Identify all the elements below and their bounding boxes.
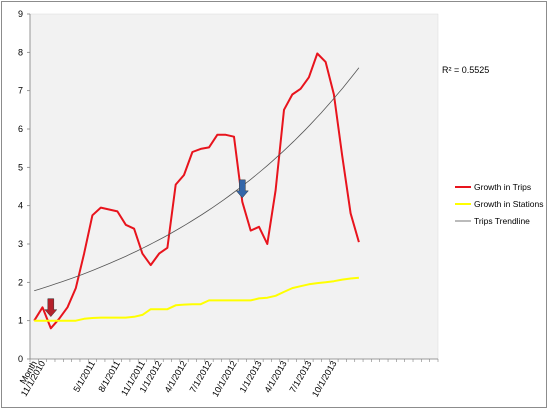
series-layer xyxy=(33,52,360,330)
y-tick-label: 2 xyxy=(18,277,23,287)
y-tick-label: 1 xyxy=(18,316,23,326)
legend-label: Growth in Stations xyxy=(474,199,543,209)
x-tick-label: 8/1/2011 xyxy=(96,359,122,394)
y-axis: 0 1 2 3 4 5 6 7 8 9 xyxy=(18,9,31,364)
r-squared-label: R² = 0.5525 xyxy=(442,65,489,75)
x-tick-label: 5/1/2011 xyxy=(71,359,97,394)
x-tick-label: 4/1/2012 xyxy=(163,359,189,394)
growth-in-stations-line xyxy=(34,276,359,322)
x-tick-label: 10/1/2012 xyxy=(210,359,239,399)
annotation-layer: R² = 0.5525 xyxy=(44,65,489,318)
legend-label: Trips Trendline xyxy=(474,216,530,226)
y-tick-label: 9 xyxy=(18,9,23,19)
down-arrow-marker xyxy=(44,298,58,318)
down-arrow-marker xyxy=(235,179,249,199)
y-tick-label: 3 xyxy=(18,239,23,249)
x-tick-label: 10/1/2013 xyxy=(310,359,339,399)
y-tick-label: 5 xyxy=(18,162,23,172)
y-tick-label: 8 xyxy=(18,47,23,57)
x-tick-label: 7/1/2013 xyxy=(287,359,313,394)
x-tick-label: 7/1/2012 xyxy=(188,359,214,394)
growth-in-trips-line xyxy=(33,52,360,330)
plot-area xyxy=(29,13,439,360)
y-tick-label: 6 xyxy=(18,124,23,134)
x-tick-label: 1/1/2013 xyxy=(238,359,264,394)
trips-trendline xyxy=(34,67,360,292)
y-tick-label: 0 xyxy=(18,354,23,364)
legend: Growth in Trips Growth in Stations Trips T… xyxy=(455,182,543,226)
legend-label: Growth in Trips xyxy=(474,182,531,192)
x-tick-label: 4/1/2013 xyxy=(263,359,289,394)
y-tick-label: 4 xyxy=(18,201,23,211)
y-tick-label: 7 xyxy=(18,86,23,96)
